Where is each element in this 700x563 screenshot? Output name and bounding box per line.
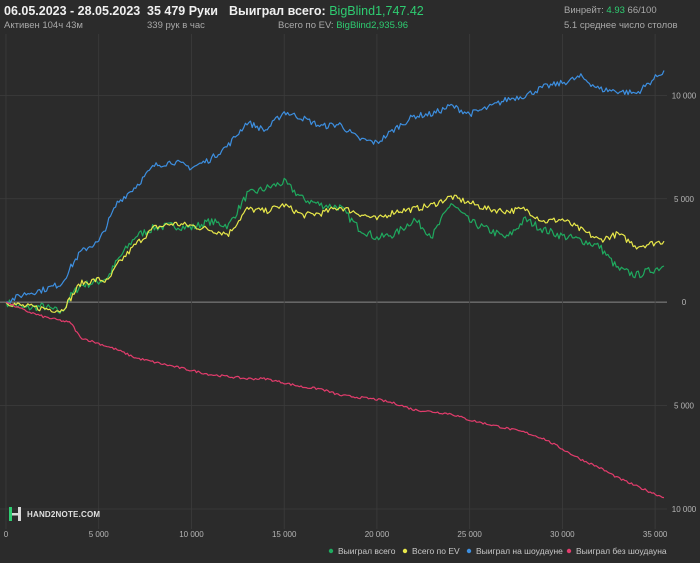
x-tick-label: 35 000 <box>643 530 668 539</box>
series-line-2 <box>5 70 665 305</box>
x-tick-label: 15 000 <box>272 530 297 539</box>
profit-chart[interactable]: 10 000 5 000 0 5 000 10 000 0 5 000 10 000 15 00… <box>0 34 700 563</box>
won-total: Выиграл всего: BigBlind1,747.42 <box>229 4 424 18</box>
legend-item-label[interactable]: Выиграл без шоудауна <box>576 546 667 556</box>
x-tick-label: 20 000 <box>365 530 390 539</box>
won-total-value: BigBlind1,747.42 <box>329 4 424 18</box>
active-time: Активен 104ч 43м <box>4 20 83 31</box>
hand2note-logo-text: HAND2NOTE.COM <box>27 509 101 519</box>
won-total-label: Выиграл всего: <box>229 4 326 18</box>
series-lines <box>5 70 665 499</box>
legend-item-label[interactable]: Выиграл на шоудауне <box>476 546 563 556</box>
legend: Выиграл всего Всего по EV Выиграл на шоуда… <box>328 546 667 556</box>
x-tick-label: 10 000 <box>179 530 204 539</box>
y-tick-label: 10 000 <box>672 91 697 100</box>
y-tick-label: 5 000 <box>674 195 695 204</box>
x-tick-label: 5 000 <box>89 530 110 539</box>
hands-per-hour: 339 рук в час <box>147 20 205 31</box>
x-tick-label: 25 000 <box>457 530 482 539</box>
winrate-value: 4.93 <box>606 5 625 16</box>
x-tick-label: 0 <box>4 530 9 539</box>
date-range[interactable]: 06.05.2023 - 28.05.2023 <box>4 4 141 18</box>
ev-total: Всего по EV: BigBlind2,935.96 <box>278 20 408 31</box>
winrate: Винрейт: 4.93 66/100 <box>564 5 657 16</box>
axes: 10 000 5 000 0 5 000 10 000 0 5 000 10 000 15 00… <box>4 91 697 539</box>
legend-marker <box>328 548 334 554</box>
y-tick-label: 0 <box>682 298 687 307</box>
header: 06.05.2023 - 28.05.2023 Активен 104ч 43м… <box>0 0 700 34</box>
hands-count: 35 479 Руки <box>147 4 218 18</box>
x-tick-label: 30 000 <box>550 530 575 539</box>
hand2note-logo: HAND2NOTE.COM <box>8 506 100 522</box>
avg-tables: 5.1 среднее число столов <box>564 20 678 31</box>
ev-total-label: Всего по EV: <box>278 20 334 31</box>
hand2note-logo-icon <box>8 506 22 522</box>
legend-marker <box>402 548 408 554</box>
ev-total-value: BigBlind2,935.96 <box>336 20 409 31</box>
winrate-label: Винрейт: <box>564 5 604 16</box>
legend-marker <box>466 548 472 554</box>
grid <box>0 34 667 529</box>
y-tick-label: 10 000 <box>672 505 697 514</box>
legend-item-label[interactable]: Выиграл всего <box>338 546 396 556</box>
series-line-3 <box>5 301 665 499</box>
series-line-1 <box>5 194 665 313</box>
y-tick-label: 5 000 <box>674 402 695 411</box>
legend-item-label[interactable]: Всего по EV <box>412 546 460 556</box>
winrate-suffix: 66/100 <box>627 5 657 16</box>
legend-marker <box>566 548 572 554</box>
